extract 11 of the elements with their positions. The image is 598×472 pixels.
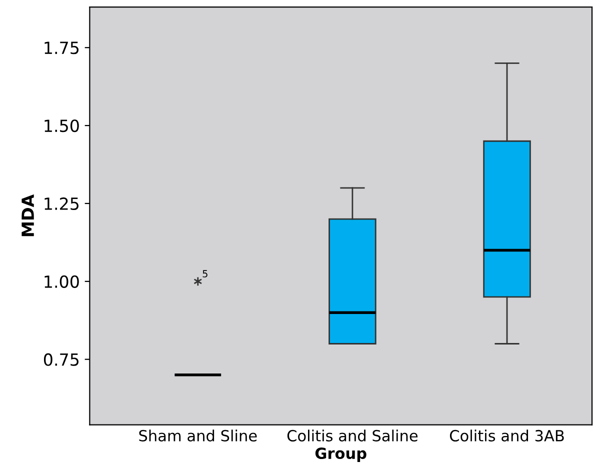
y-tick-label: 1.25: [44, 197, 79, 210]
y-tick-label: 1.00: [44, 275, 79, 288]
x-axis-title: Group: [315, 447, 366, 462]
y-tick-label: 0.75: [44, 353, 79, 366]
annotation: 5: [202, 270, 208, 278]
y-tick-label: 1.75: [44, 42, 79, 54]
x-tick-label: Colitis and Saline: [287, 430, 418, 442]
x-tick-label: Sham and Sline: [139, 430, 257, 442]
y-tick-label: 1.50: [44, 120, 79, 132]
x-tick-label: Colitis and 3AB: [450, 430, 564, 442]
y-axis-title: MDA: [22, 194, 34, 236]
